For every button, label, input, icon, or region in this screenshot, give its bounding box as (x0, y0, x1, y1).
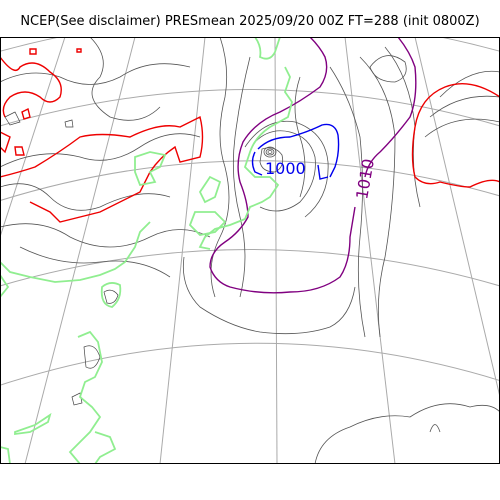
isobar (182, 256, 356, 335)
isobar-1020 (0, 56, 62, 118)
low-center (263, 146, 277, 158)
isobar (429, 424, 441, 433)
isobar (19, 246, 171, 278)
longitude-line (414, 37, 500, 398)
coastline (4, 111, 21, 126)
precip-outline (94, 431, 117, 464)
isobar (210, 37, 230, 298)
isobar (254, 130, 316, 212)
precip-outline (188, 211, 227, 236)
latitude-line (0, 89, 500, 127)
precip-outline (198, 175, 222, 204)
latitude-line (0, 249, 500, 287)
coastline (64, 119, 74, 128)
latitude-lines (0, 37, 500, 386)
coastlines (4, 111, 119, 406)
coastline (71, 392, 83, 406)
precip-outline (134, 151, 167, 187)
contour-1010 (209, 37, 417, 294)
longitude-line (0, 37, 66, 238)
isobar-1010 (209, 37, 356, 294)
isobar-1020 (411, 83, 500, 188)
isobar (429, 95, 500, 118)
isobar (314, 403, 500, 464)
latitude-line (0, 37, 500, 52)
isobar (0, 223, 211, 248)
low-core-ring (265, 148, 275, 156)
low-core-ring (263, 146, 277, 158)
longitude-line (344, 37, 396, 464)
isobar (0, 63, 191, 85)
isobar (89, 37, 161, 121)
isobar (0, 183, 171, 211)
contour-1020 (0, 48, 500, 223)
isobar (244, 120, 329, 218)
precip-outline (68, 330, 103, 464)
isobar-1020 (29, 48, 37, 55)
contour-label-1010: 1010 (352, 157, 378, 200)
coastline (83, 345, 101, 369)
isobar-1020 (0, 131, 11, 154)
isobar-1010 (364, 37, 417, 178)
isobar-1000 (317, 164, 329, 180)
isobar-1020 (76, 48, 82, 53)
isobar (424, 118, 500, 138)
precip-outlines (0, 37, 293, 464)
latitude-line (0, 342, 500, 386)
low-core-ring (267, 150, 273, 154)
precip-outline (0, 221, 151, 283)
isobar (369, 55, 407, 83)
latitude-line (0, 160, 500, 202)
precip-outline (0, 274, 10, 298)
precip-outline (198, 66, 293, 250)
precip-outline (14, 412, 52, 436)
contour-1000 (251, 123, 340, 180)
precip-outline (100, 282, 122, 308)
coastline (103, 289, 119, 304)
precip-outline (0, 446, 11, 464)
isobar-1020 (21, 107, 31, 120)
contour-label-1000: 1000 (265, 159, 306, 178)
chart-title: NCEP(See disclaimer) PRESmean 2025/09/20… (20, 14, 480, 29)
isobar (232, 56, 251, 298)
isobar (359, 56, 396, 338)
longitude-line (24, 37, 136, 464)
longitude-line (159, 37, 206, 464)
isobar-1000 (251, 151, 263, 176)
isobar-1000 (257, 123, 340, 178)
pressure-map: 1000 1010 (0, 37, 500, 464)
isobar (439, 70, 500, 98)
isobar-1020 (14, 146, 25, 156)
longitude-line (274, 37, 278, 464)
isobar (294, 76, 306, 198)
isobar (329, 66, 366, 338)
isobar (0, 133, 201, 168)
isobar-1020 (0, 115, 204, 223)
precip-outline (254, 37, 281, 60)
